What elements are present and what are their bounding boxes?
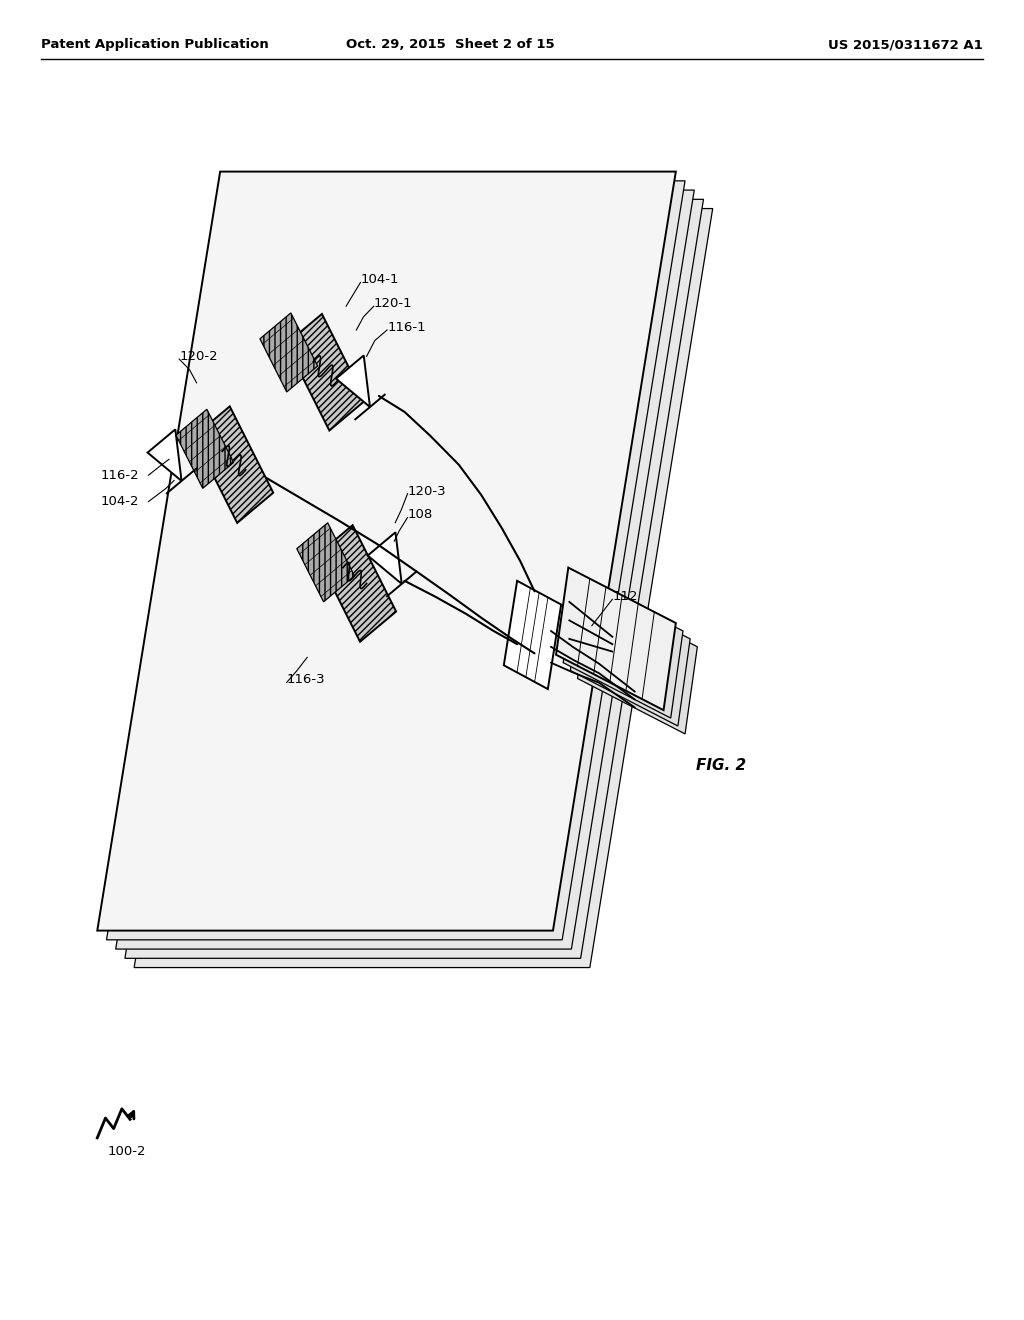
Polygon shape (194, 407, 273, 523)
Polygon shape (570, 583, 690, 726)
Polygon shape (147, 429, 181, 480)
Polygon shape (556, 568, 676, 710)
Text: 104-1: 104-1 (360, 273, 399, 286)
Polygon shape (297, 523, 354, 602)
Text: FIG. 2: FIG. 2 (696, 758, 746, 774)
Polygon shape (134, 209, 713, 968)
Text: 120-1: 120-1 (374, 297, 413, 310)
Polygon shape (504, 581, 561, 689)
Text: 108: 108 (408, 508, 433, 521)
Text: 100-2: 100-2 (108, 1144, 146, 1158)
Polygon shape (97, 172, 676, 931)
Text: 112: 112 (612, 590, 638, 603)
Polygon shape (286, 314, 366, 430)
Text: 120-3: 120-3 (408, 484, 446, 498)
Polygon shape (578, 591, 697, 734)
Polygon shape (125, 199, 703, 958)
Polygon shape (106, 181, 685, 940)
Polygon shape (563, 576, 683, 718)
Polygon shape (336, 355, 370, 407)
Polygon shape (260, 313, 317, 392)
Polygon shape (176, 409, 233, 488)
Text: Patent Application Publication: Patent Application Publication (41, 38, 268, 51)
Text: 116-3: 116-3 (287, 673, 326, 686)
Text: 116-1: 116-1 (387, 321, 426, 334)
Polygon shape (368, 532, 401, 583)
Text: US 2015/0311672 A1: US 2015/0311672 A1 (828, 38, 983, 51)
Text: Oct. 29, 2015  Sheet 2 of 15: Oct. 29, 2015 Sheet 2 of 15 (346, 38, 555, 51)
Text: 120-2: 120-2 (179, 350, 218, 363)
Polygon shape (316, 525, 396, 642)
Text: 104-2: 104-2 (100, 495, 139, 508)
Polygon shape (116, 190, 694, 949)
Text: 116-2: 116-2 (100, 469, 139, 482)
